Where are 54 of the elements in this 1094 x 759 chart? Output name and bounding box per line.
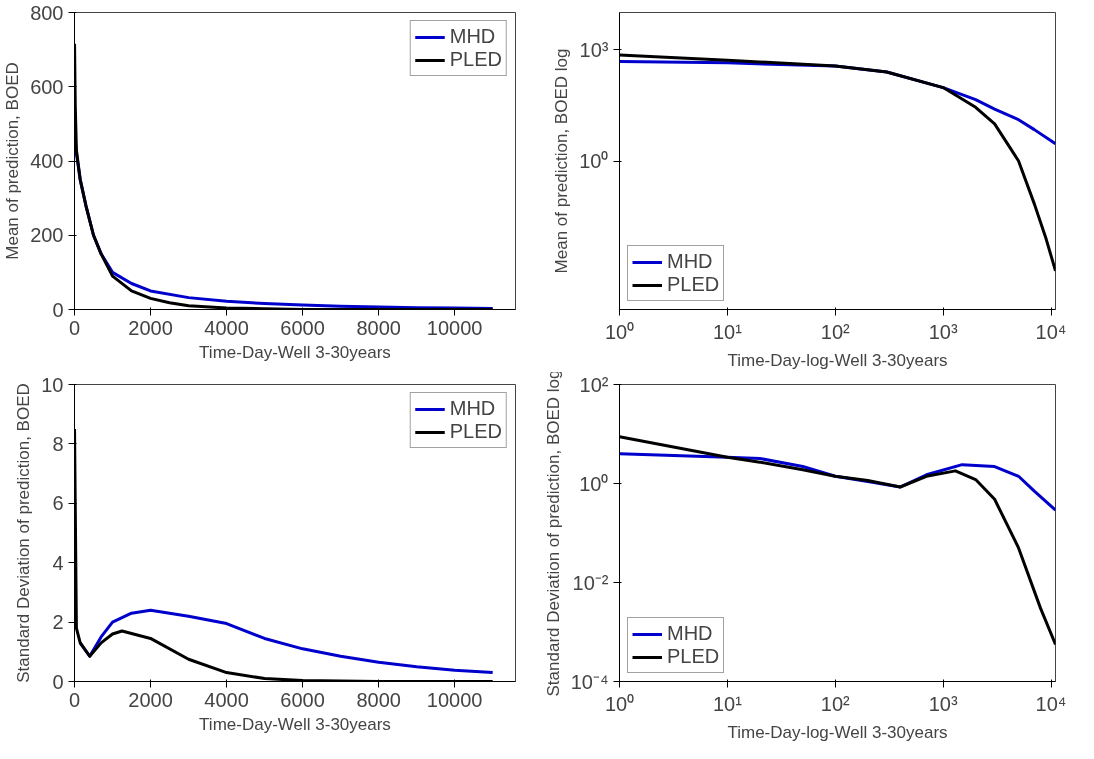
y-tick-label: 10: [41, 373, 64, 396]
y-tick-label: 6: [52, 492, 64, 515]
x-tick-label: 10³: [928, 320, 958, 343]
x-tick-label: 10²: [820, 692, 851, 715]
y-tick-label: 600: [30, 75, 64, 98]
legend-label: PLED: [449, 420, 502, 443]
x-tick-label: 10⁴: [1035, 692, 1067, 715]
x-tick-label: 4000: [204, 316, 249, 339]
y-tick-label: 10⁰: [579, 150, 609, 172]
legend-label: PLED: [449, 48, 502, 71]
y-tick-label: 10⁻²: [572, 571, 609, 594]
x-axis-title: Time-Day-log-Well 3-30years: [727, 350, 948, 370]
y-tick-label: 0: [52, 298, 64, 321]
x-axis-title: Time-Day-Well 3-30years: [199, 342, 391, 362]
x-tick-label: 10²: [820, 320, 851, 343]
y-tick-label: 200: [30, 224, 64, 247]
x-axis-title: Time-Day-Well 3-30years: [199, 714, 391, 734]
x-tick-label: 6000: [280, 316, 325, 339]
y-tick-label: 10³: [579, 38, 609, 61]
y-tick-label: 4: [52, 551, 64, 574]
x-tick-label: 6000: [280, 688, 325, 711]
y-tick-label: 8: [52, 432, 64, 455]
legend-label: MHD: [667, 622, 713, 645]
x-tick-label: 10¹: [712, 692, 743, 715]
x-tick-label: 4000: [204, 688, 249, 711]
x-tick-label: 0: [68, 316, 81, 339]
x-tick-label: 10000: [426, 316, 483, 339]
y-tick-label: 0: [52, 670, 64, 693]
x-tick-label: 0: [68, 688, 81, 711]
y-tick-label: 10⁰: [579, 472, 609, 495]
legend-label: MHD: [667, 250, 713, 273]
y-tick-label: 800: [30, 1, 64, 24]
y-axis-title: Standard Deviation of prediction, BOED: [14, 383, 34, 683]
legend-label: MHD: [449, 25, 496, 48]
x-tick-label: 10⁰: [604, 320, 635, 343]
x-tick-label: 10¹: [712, 320, 743, 343]
legend-label: MHD: [449, 397, 496, 420]
x-tick-label: 2000: [128, 688, 173, 711]
x-tick-label: 8000: [356, 316, 401, 339]
y-tick-label: 10⁻⁴: [570, 670, 609, 693]
x-axis-title: Time-Day-log-Well 3-30years: [727, 722, 948, 742]
x-tick-label: 2000: [128, 316, 173, 339]
legend-label: PLED: [667, 273, 720, 296]
y-axis-title: Mean of prediction, BOED: [3, 62, 23, 260]
y-axis-title: Mean of prediction, BOED log: [552, 48, 572, 274]
y-tick-label: 2: [52, 611, 64, 634]
x-tick-label: 10³: [928, 692, 958, 715]
y-tick-label: 10²: [579, 373, 609, 396]
legend-label: PLED: [667, 645, 720, 668]
y-tick-label: 400: [30, 150, 64, 172]
x-tick-label: 10⁴: [1035, 320, 1067, 343]
x-tick-label: 10000: [426, 688, 483, 711]
x-tick-label: 8000: [356, 688, 401, 711]
x-tick-label: 10⁰: [604, 692, 635, 715]
